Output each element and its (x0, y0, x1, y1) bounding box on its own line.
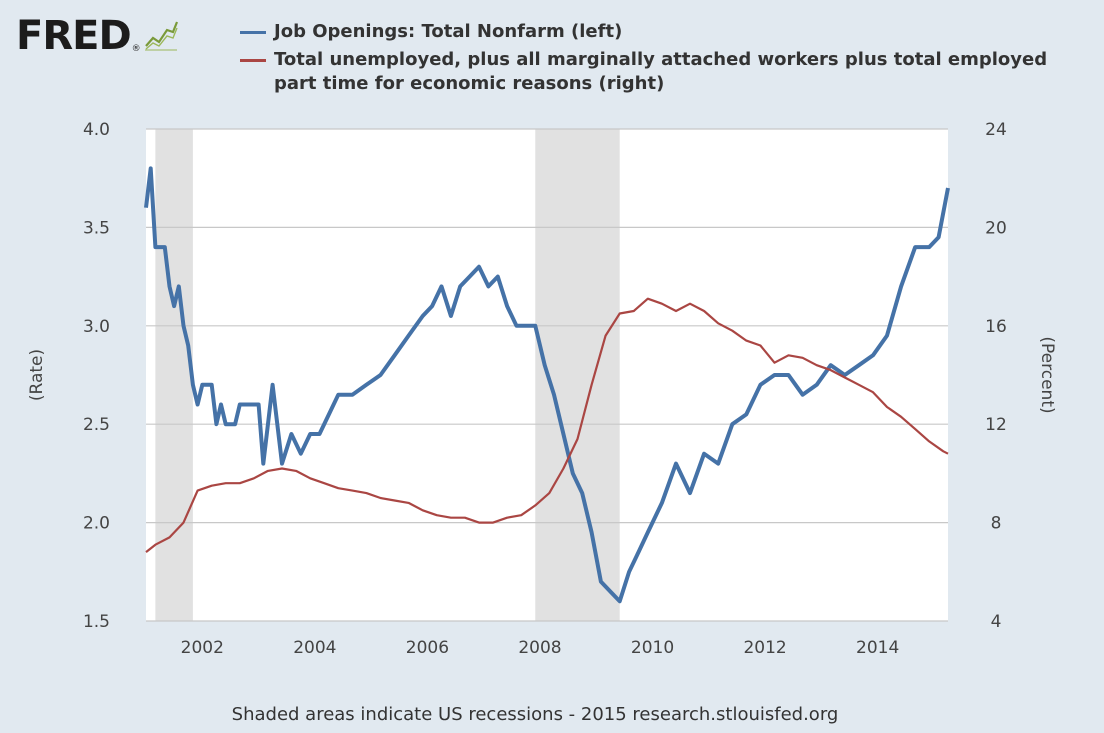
fred-logo: FRED ® (16, 14, 179, 58)
left-tick-label: 2.0 (83, 514, 110, 534)
series-line-unemployed (145, 297, 949, 553)
x-tick-label: 2008 (518, 638, 561, 658)
legend-swatch-blue (240, 31, 266, 34)
legend-swatch-red (240, 59, 266, 62)
chart-header: FRED ® Job Openings: Total Nonfarm (left… (0, 0, 1104, 110)
left-tick-label: 3.5 (83, 218, 110, 238)
right-tick-label: 16 (985, 317, 1007, 337)
left-tick-label: 3.0 (83, 317, 110, 337)
recession-shading (155, 129, 620, 621)
right-tick-label: 8 (991, 514, 1002, 534)
fred-logo-text: FRED (16, 13, 132, 59)
left-tick-label: 1.5 (83, 612, 110, 632)
left-tick-label: 4.0 (83, 120, 110, 140)
recession-band (155, 129, 193, 621)
tick-labels: 1.5 2.0 2.5 3.0 3.5 4.0 4 8 12 16 20 24 2002 2004 2006… (83, 120, 1007, 658)
left-axis-title: (Rate) (27, 349, 47, 401)
right-tick-label: 20 (985, 218, 1007, 238)
legend-item-unemployed: Total unemployed, plus all marginally at… (240, 48, 1080, 96)
x-tick-label: 2002 (181, 638, 224, 658)
trend-graph-icon (144, 21, 178, 51)
right-tick-label: 12 (985, 415, 1007, 435)
chart-legend: Job Openings: Total Nonfarm (left) Total… (240, 20, 1080, 100)
right-tick-label: 24 (985, 120, 1007, 140)
right-axis-title: (Percent) (1037, 336, 1057, 413)
x-tick-label: 2010 (631, 638, 674, 658)
x-tick-label: 2006 (406, 638, 449, 658)
x-tick-label: 2004 (293, 638, 336, 658)
footer-note: Shaded areas indicate US recessions - 20… (231, 704, 839, 725)
legend-label-job-openings: Job Openings: Total Nonfarm (left) (274, 21, 623, 42)
right-tick-label: 4 (991, 612, 1002, 632)
left-tick-label: 2.5 (83, 415, 110, 435)
x-tick-label: 2014 (856, 638, 899, 658)
gridlines (146, 128, 948, 622)
registered-mark: ® (131, 44, 141, 54)
legend-item-job-openings: Job Openings: Total Nonfarm (left) (240, 20, 1080, 44)
legend-label-unemployed: Total unemployed, plus all marginally at… (274, 49, 1048, 94)
series-lines (144, 166, 950, 604)
series-line-job-openings (144, 166, 950, 604)
x-tick-label: 2012 (743, 638, 786, 658)
